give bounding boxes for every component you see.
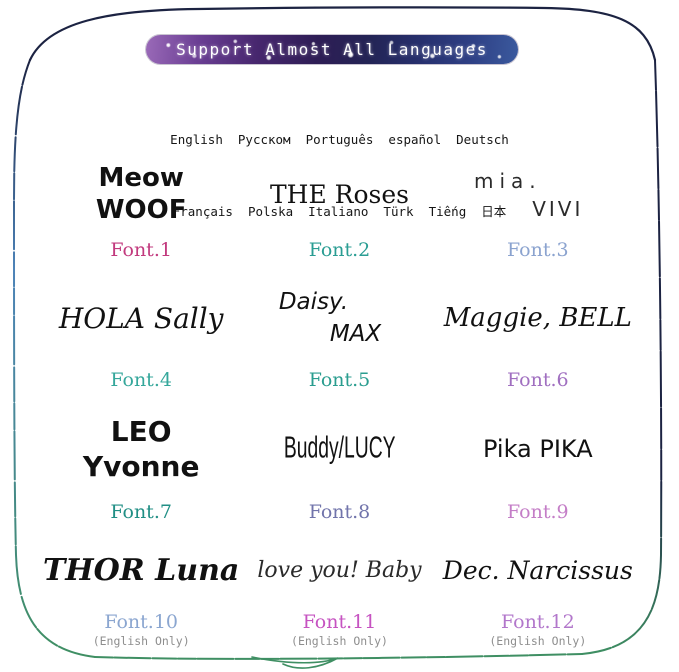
sample-line: Dec. Narcissus [442, 555, 633, 585]
font-cell-2: THE Roses Font.2 [240, 150, 438, 267]
font-sample-text-8: Buddy/LUCY [279, 397, 400, 501]
font-label-3: Font.3 [507, 239, 569, 261]
banner-title-text: Support Almost All Languages [176, 40, 488, 59]
sample-line: Meow [98, 163, 184, 194]
sample-line: Maggie, BELL [443, 303, 632, 333]
sample-line: THOR Luna [42, 552, 240, 588]
font-sample-text-11: love you! Baby [257, 529, 421, 611]
language-list: English Русском Português español Deutsc… [0, 80, 679, 248]
font-sample-text-6: Maggie, BELL [444, 267, 632, 369]
font-label-7: Font.7 [110, 501, 172, 523]
font-label-6: Font.6 [507, 369, 569, 391]
font-sample-text-12: Dec. Narcissus [443, 529, 633, 611]
font-sample-text-1: Meow WOOF [96, 150, 187, 239]
font-cell-4: HOLA Sally Font.4 [42, 267, 240, 397]
language-list-line-1: English Русском Português español Deutsc… [170, 132, 509, 147]
font-cell-5: Daisy. MAX Font.5 [240, 267, 438, 397]
font-sample-text-4: HOLA Sally [59, 267, 224, 369]
font-label-2: Font.2 [308, 239, 371, 261]
font-label-11: Font.11 [302, 611, 377, 633]
font-cell-7: LEO Yvonne Font.7 [42, 397, 240, 529]
font-sample-text-10: THOR Luna [43, 529, 239, 611]
sample-line: Pika PIKA [482, 435, 593, 463]
font-cell-1: Meow WOOF Font.1 [42, 150, 240, 267]
font-label-4: Font.4 [110, 369, 172, 391]
font-note-12: (English Only) [489, 634, 587, 648]
font-label-12: Font.12 [500, 611, 575, 633]
font-cell-10: THOR Luna Font.10 (English Only) [42, 529, 240, 655]
font-cell-8: Buddy/LUCY Font.8 [240, 397, 438, 529]
font-sample-text-3: mia. VIVI [474, 150, 580, 239]
font-label-1: Font.1 [110, 239, 172, 261]
language-list-line-2: Français Polska Italiano Türk Tiếng 日本 [172, 204, 507, 219]
font-label-8: Font.8 [308, 501, 371, 523]
font-sample-text-9: Pika PIKA [483, 397, 593, 501]
font-sample-text-5: Daisy. MAX [279, 267, 381, 369]
font-cell-11: love you! Baby Font.11 (English Only) [240, 529, 438, 655]
font-cell-9: Pika PIKA Font.9 [439, 397, 637, 529]
font-sample-grid: Meow WOOF Font.1 THE Roses Font.2 mia. V… [42, 150, 637, 655]
font-label-5: Font.5 [308, 369, 371, 391]
font-cell-6: Maggie, BELL Font.6 [439, 267, 637, 397]
font-note-10: (English Only) [92, 634, 190, 648]
font-label-9: Font.9 [507, 501, 569, 523]
font-note-11: (English Only) [291, 634, 388, 648]
sample-line: Yvonne [82, 450, 200, 483]
sample-line: mia. [473, 168, 542, 193]
galaxy-title-banner: Support Almost All Languages [146, 35, 518, 64]
frame-bottom-scribble [251, 656, 339, 669]
sample-line: THE Roses [269, 180, 409, 209]
font-label-10: Font.10 [104, 611, 178, 633]
sample-line: love you! Baby [257, 557, 422, 583]
sample-line: Buddy/LUCY [283, 431, 396, 465]
sample-line: MAX [329, 321, 382, 347]
font-sample-text-7: LEO Yvonne [83, 397, 200, 501]
sample-line: LEO [110, 415, 172, 448]
font-sample-text-2: THE Roses [270, 150, 409, 239]
font-cell-3: mia. VIVI Font.3 [439, 150, 637, 267]
sample-line: Daisy. [278, 289, 349, 315]
sample-line: WOOF [95, 194, 187, 225]
font-cell-12: Dec. Narcissus Font.12 (English Only) [439, 529, 637, 655]
sample-line: VIVI [532, 196, 584, 221]
sample-line: HOLA Sally [58, 301, 224, 335]
